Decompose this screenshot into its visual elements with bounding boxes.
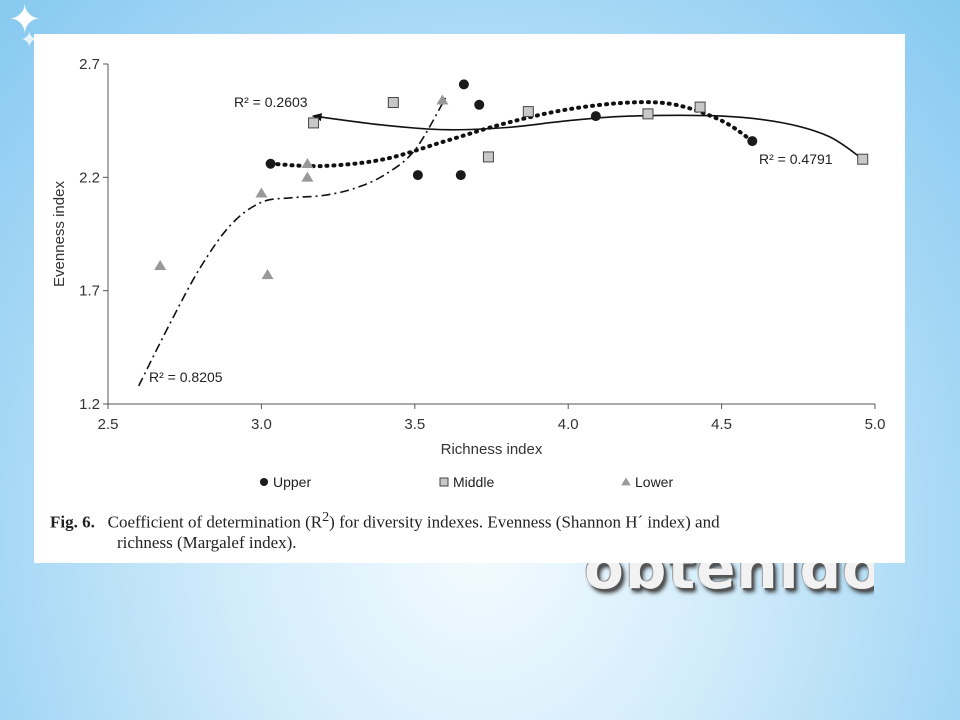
data-points [154, 79, 869, 280]
data-point-middle [694, 101, 706, 113]
x-tick-label: 2.5 [98, 416, 119, 433]
data-point-upper [455, 170, 466, 181]
legend-label-lower: Lower [635, 474, 673, 490]
scatter-chart: 2.5 3.0 3.5 4.0 4.5 5.0 1.2 1.7 2.2 2.7 Richness i… [51, 56, 885, 490]
trend-line-middle [311, 113, 864, 160]
chart-labels: R² = 0.4791 R² = 0.2603 R² = 0.8205 [149, 94, 833, 385]
caption-line-2: richness (Margalef index). [117, 532, 297, 552]
data-point-upper [747, 136, 758, 147]
r2-label-upper: R² = 0.4791 [759, 151, 833, 167]
data-point-middle [308, 117, 320, 129]
trend-line-upper [268, 100, 755, 169]
x-tick-label: 4.0 [558, 416, 579, 433]
data-point-upper [458, 79, 469, 90]
x-tick-label: 4.5 [711, 416, 732, 433]
y-tick-label: 1.2 [79, 396, 100, 413]
r2-label-lower: R² = 0.8205 [149, 369, 223, 385]
data-point-lower [436, 94, 449, 105]
data-point-middle [482, 151, 494, 163]
data-point-upper [412, 170, 423, 181]
y-axis-title: Evenness index [51, 181, 68, 287]
chart-axes: 2.5 3.0 3.5 4.0 4.5 5.0 1.2 1.7 2.2 2.7 Richness i… [51, 56, 885, 458]
data-point-middle [387, 97, 399, 109]
data-point-lower [301, 158, 314, 169]
figure-number: Fig. 6. [50, 512, 95, 532]
y-tick-label: 2.2 [79, 169, 100, 186]
x-tick-label: 5.0 [865, 416, 886, 433]
legend-label-middle: Middle [453, 474, 494, 490]
caption-superscript: 2 [322, 509, 330, 525]
data-point-middle [642, 108, 654, 120]
caption-text-rest: ) for diversity indexes. Evenness (Shann… [329, 512, 720, 532]
legend-marker-middle [439, 477, 449, 487]
legend-label-upper: Upper [273, 474, 311, 490]
figure-caption: Fig. 6. Coefficient of determination (R2… [50, 507, 895, 553]
legend-marker-lower [621, 477, 631, 486]
r2-label-middle: R² = 0.2603 [234, 94, 308, 110]
y-tick-label: 2.7 [79, 56, 100, 73]
data-point-lower [255, 187, 268, 198]
y-tick-label: 1.7 [79, 283, 100, 300]
data-point-lower [154, 260, 167, 271]
caption-text: Coefficient of determination (R [107, 512, 323, 532]
background-star-icon: ✦ [8, 0, 42, 43]
trend-line-lower [137, 97, 447, 387]
data-point-upper [265, 158, 276, 169]
data-point-upper [590, 111, 601, 122]
background-star-icon: ✦ [20, 28, 39, 53]
x-tick-label: 3.5 [404, 416, 425, 433]
chart-legend: Upper Middle Lower [260, 474, 673, 490]
data-point-upper [474, 99, 485, 110]
legend-marker-upper [260, 478, 268, 486]
data-point-middle [522, 106, 534, 118]
data-point-lower [301, 171, 314, 182]
data-point-middle [857, 153, 869, 165]
x-tick-label: 3.0 [251, 416, 272, 433]
x-axis-title: Richness index [441, 441, 543, 458]
data-point-lower [261, 269, 274, 280]
figure-panel: 2.5 3.0 3.5 4.0 4.5 5.0 1.2 1.7 2.2 2.7 Richness i… [34, 34, 905, 563]
